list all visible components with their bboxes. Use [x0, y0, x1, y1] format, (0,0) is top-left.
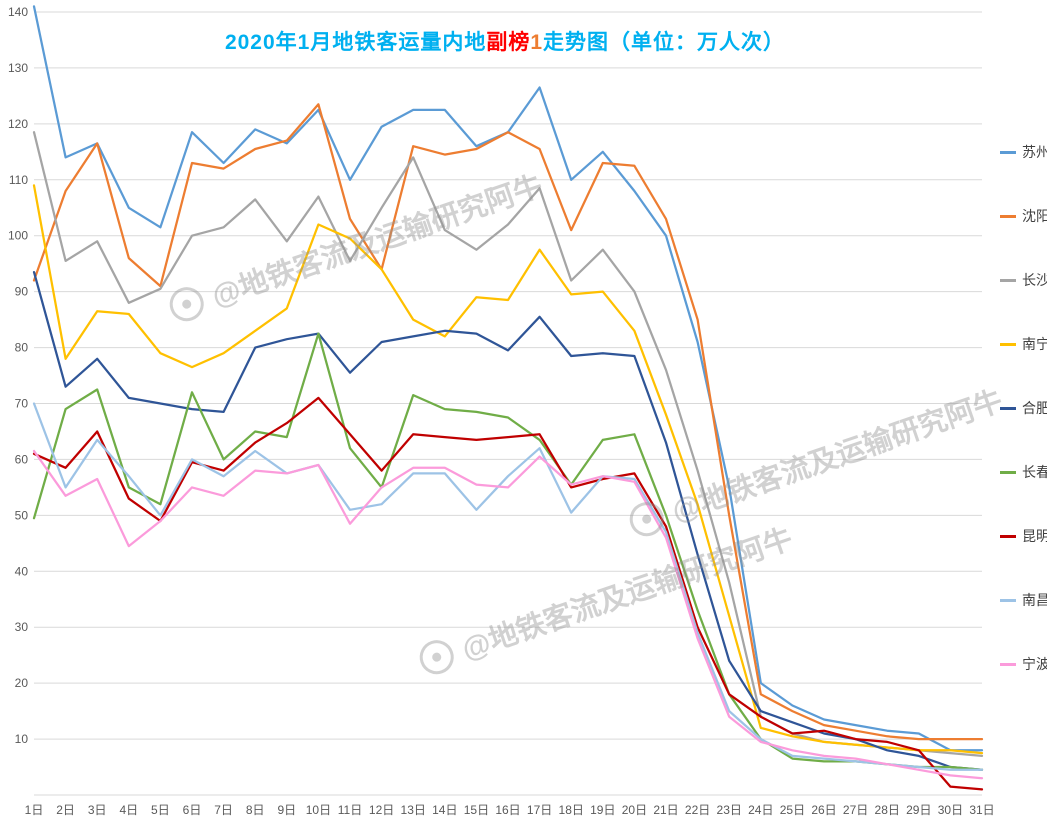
legend-label: 南宁: [1022, 336, 1047, 352]
legend-line-marker: [1000, 598, 1016, 602]
x-axis-tick-label: 21日: [653, 803, 678, 817]
x-axis-tick-label: 22日: [685, 803, 710, 817]
series-line-苏州: [32, 5, 984, 752]
legend-line-marker: [1000, 406, 1016, 410]
y-axis-tick-label: 20: [15, 676, 29, 690]
legend-item-宁波: 宁波: [1000, 654, 1047, 674]
y-axis-tick-label: 80: [15, 341, 29, 355]
x-axis-tick-label: 28日: [875, 803, 900, 817]
y-axis-tick-label: 30: [15, 620, 29, 634]
legend-label: 苏州: [1022, 144, 1047, 160]
series-line-宁波: [32, 449, 984, 780]
x-axis-tick-label: 14日: [432, 803, 457, 817]
y-axis-tick-label: 40: [15, 564, 29, 578]
x-axis-tick-label: 3日: [88, 803, 107, 817]
series-line-沈阳: [32, 103, 984, 741]
x-axis-tick-label: 10日: [306, 803, 331, 817]
x-axis-tick-label: 16日: [495, 803, 520, 817]
legend-item-合肥: 合肥: [1000, 398, 1047, 418]
legend-line-marker: [1000, 342, 1016, 346]
legend-line-marker: [1000, 150, 1016, 154]
x-axis-tick-label: 31日: [969, 803, 994, 817]
title-tail-text: 走势图（单位：万人次）: [543, 31, 786, 54]
legend-item-长春: 长春: [1000, 462, 1047, 482]
title-main-text: 2020年1月地铁客运量内地: [224, 31, 487, 54]
x-axis-tick-label: 20日: [622, 803, 647, 817]
legend-label: 长沙: [1022, 272, 1047, 288]
x-axis-tick-label: 18日: [559, 803, 584, 817]
x-axis-tick-label: 1日: [25, 803, 44, 817]
legend-line-marker: [1000, 534, 1016, 538]
chart-title: 2020年1月地铁客运量内地副榜1走势图（单位：万人次）: [0, 26, 1010, 56]
x-axis-tick-label: 29日: [906, 803, 931, 817]
legend-label: 宁波: [1022, 656, 1047, 672]
legend-label: 长春: [1022, 464, 1047, 480]
series-line-合肥: [32, 270, 984, 771]
legend-item-南昌: 南昌: [1000, 590, 1047, 610]
x-axis-tick-label: 17日: [527, 803, 552, 817]
y-axis-tick-label: 140: [8, 5, 28, 19]
x-axis-tick-label: 9日: [277, 803, 296, 817]
series-line-昆明: [32, 396, 984, 791]
y-axis-tick-label: 90: [15, 285, 29, 299]
y-axis-tick-label: 110: [9, 173, 28, 187]
x-axis-tick-label: 11日: [338, 803, 362, 817]
y-axis-tick-label: 70: [15, 397, 29, 411]
x-axis-tick-label: 26日: [811, 803, 836, 817]
x-axis-tick-label: 15日: [464, 803, 489, 817]
legend-label: 沈阳: [1022, 208, 1047, 224]
x-axis-tick-label: 12日: [369, 803, 394, 817]
title-number-text: 1: [530, 31, 544, 54]
legend-item-昆明: 昆明: [1000, 526, 1047, 546]
legend-label: 南昌: [1022, 592, 1047, 608]
legend-line-marker: [1000, 278, 1016, 282]
x-axis-tick-label: 25日: [780, 803, 805, 817]
x-axis-tick-label: 27日: [843, 803, 868, 817]
x-axis-tick-label: 7日: [214, 803, 233, 817]
series-line-长春: [32, 332, 984, 771]
legend-line-marker: [1000, 470, 1016, 474]
y-axis-tick-label: 120: [8, 117, 28, 131]
x-axis-tick-label: 2日: [56, 803, 75, 817]
legend-line-marker: [1000, 214, 1016, 218]
y-axis-tick-label: 130: [8, 61, 28, 75]
legend-item-长沙: 长沙: [1000, 270, 1047, 290]
series-line-南昌: [32, 402, 984, 771]
y-axis-tick-label: 50: [15, 508, 29, 522]
legend-item-苏州: 苏州: [1000, 142, 1047, 162]
x-axis-tick-label: 30日: [938, 803, 963, 817]
legend-label: 合肥: [1022, 400, 1047, 416]
x-axis-tick-label: 6日: [183, 803, 202, 817]
y-axis-tick-label: 100: [8, 229, 28, 243]
legend-label: 昆明: [1022, 528, 1047, 544]
x-axis-tick-label: 4日: [119, 803, 138, 817]
x-axis-tick-label: 13日: [401, 803, 426, 817]
legend-item-沈阳: 沈阳: [1000, 206, 1047, 226]
x-axis-tick-label: 5日: [151, 803, 170, 817]
legend-item-南宁: 南宁: [1000, 334, 1047, 354]
title-highlight-text: 副榜: [486, 31, 531, 54]
legend-line-marker: [1000, 662, 1016, 666]
chart-legend: 苏州沈阳长沙南宁合肥长春昆明南昌宁波: [1000, 0, 1047, 836]
x-axis-tick-label: 23日: [717, 803, 742, 817]
series-line-南宁: [32, 184, 984, 755]
x-axis-tick-label: 19日: [590, 803, 615, 817]
x-axis-tick-label: 24日: [748, 803, 773, 817]
y-axis-tick-label: 10: [15, 732, 29, 746]
x-axis-tick-label: 8日: [246, 803, 265, 817]
y-axis-tick-label: 60: [15, 452, 29, 466]
